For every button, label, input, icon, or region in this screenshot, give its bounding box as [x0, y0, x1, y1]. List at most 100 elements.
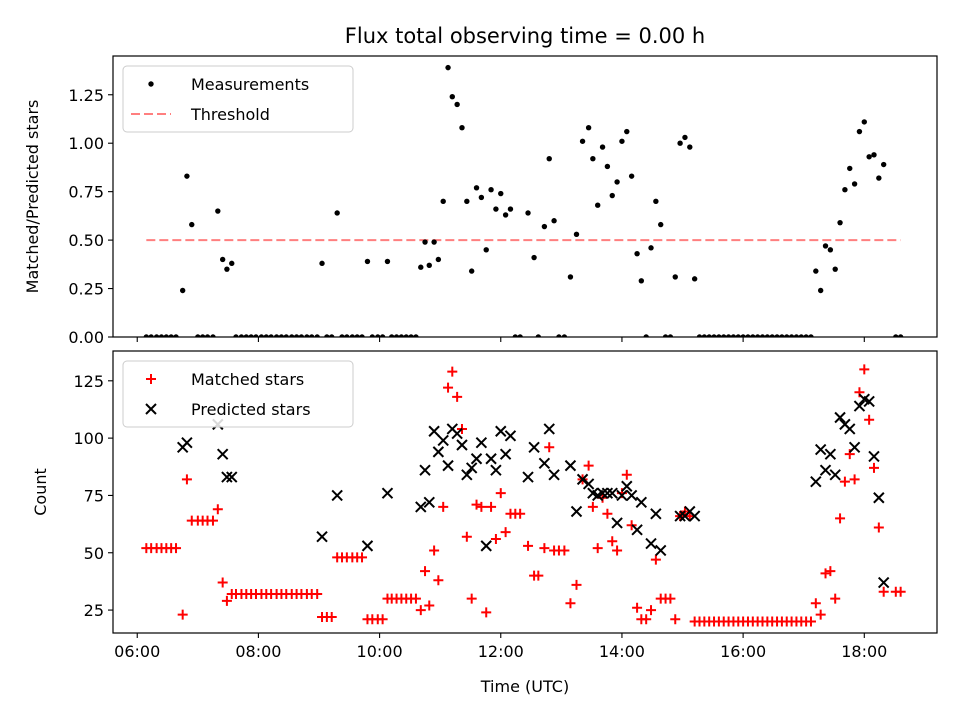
matched-star-point: [481, 607, 492, 618]
measurement-point: [696, 334, 703, 337]
measurement-point: [893, 334, 899, 337]
predicted-star-point: [616, 489, 628, 502]
predicted-star-point: [316, 530, 328, 543]
measurement-point: [359, 334, 365, 337]
measurement-point: [628, 173, 635, 179]
measurement-point: [278, 334, 285, 337]
matched-star-point: [859, 364, 870, 375]
predicted-star-point: [621, 480, 633, 492]
measurement-point: [483, 247, 489, 253]
measurement-point: [851, 181, 858, 187]
predicted-star-point: [814, 443, 827, 456]
matched-star-point: [665, 593, 676, 604]
predicted-star-point: [522, 471, 534, 483]
predicted-star-point: [674, 510, 686, 522]
measurement-point: [638, 278, 645, 284]
measurement-point: [556, 334, 562, 337]
measurement-point: [283, 334, 289, 337]
matched-star-point: [878, 586, 889, 597]
matched-star-point: [410, 593, 421, 604]
measurement-point: [822, 243, 829, 249]
measurement-point: [418, 264, 424, 270]
matched-star-point: [632, 602, 643, 613]
measurement-point: [784, 334, 790, 337]
measurement-point: [856, 128, 863, 135]
predicted-star-point: [645, 537, 657, 550]
measurement-point: [204, 334, 211, 337]
bottom-panel-counts: 06:00 08:00 10:00 12:00 14:00 16:00 18:00 25 50 7…: [31, 350, 938, 696]
measurement-point: [740, 334, 746, 337]
measurement-point: [876, 175, 882, 181]
matched-star-point: [559, 545, 570, 556]
matched-star-point: [539, 543, 550, 554]
x-tick-label: 08:00: [235, 642, 281, 661]
predicted-star-point: [606, 487, 618, 499]
matched-star-point: [476, 501, 487, 512]
x-tick-label: 10:00: [357, 642, 403, 661]
y-tick-label: 25: [84, 601, 104, 620]
measurement-point: [478, 194, 485, 201]
measurement-point: [541, 223, 548, 230]
matched-star-point: [515, 508, 526, 519]
measurement-point: [832, 266, 838, 272]
measurement-point: [268, 334, 274, 337]
y-tick-label: 125: [73, 372, 104, 391]
y-tick-label: 100: [73, 429, 104, 448]
measurement-point: [459, 125, 465, 131]
measurement-point: [614, 179, 620, 185]
measurement-point: [643, 334, 649, 337]
measurement-point: [573, 231, 580, 237]
matched-star-point: [839, 476, 850, 487]
predicted-star-point: [810, 475, 822, 488]
measurement-point: [464, 198, 470, 205]
predicted-star-point: [528, 441, 540, 454]
matched-star-point: [612, 545, 623, 556]
measurement-point: [393, 334, 400, 337]
predicted-star-point: [564, 459, 577, 472]
predicted-star-point: [465, 462, 478, 474]
measurement-point: [779, 334, 785, 337]
measurement-point: [243, 334, 249, 337]
measurement-point: [512, 334, 519, 337]
measurement-point: [184, 173, 190, 179]
predicted-star-point: [655, 544, 667, 557]
matched-star-point: [641, 614, 652, 625]
measurement-point: [215, 208, 221, 214]
measurement-point: [195, 334, 201, 337]
measurement-point: [153, 334, 160, 337]
predicted-star-point: [877, 576, 890, 589]
measurement-point: [701, 334, 708, 337]
measurement-point: [258, 334, 265, 337]
predicted-star-point: [824, 448, 837, 460]
measurement-point: [648, 245, 654, 251]
matched-star-point: [646, 605, 657, 616]
measurement-point: [658, 221, 664, 228]
matched-star-point: [583, 460, 594, 471]
measurement-point: [403, 334, 409, 337]
measurement-point: [535, 334, 542, 337]
matched-star-point: [217, 577, 228, 588]
matched-star-point: [500, 527, 511, 538]
measurement-point: [750, 334, 756, 337]
measurement-point: [716, 334, 722, 337]
measurement-point: [163, 334, 170, 337]
measurement-point: [158, 334, 165, 337]
predicted-star-point: [221, 471, 233, 483]
measurement-point: [493, 206, 499, 212]
measurement-point: [507, 206, 514, 212]
predicted-star-point: [548, 469, 560, 481]
measurement-point: [473, 185, 480, 191]
predicted-star-point: [576, 473, 589, 486]
legend-label: Threshold: [190, 105, 270, 124]
predicted-star-point: [423, 496, 435, 509]
measurement-point: [314, 334, 320, 337]
measurement-point: [774, 334, 780, 337]
matched-star-point: [429, 545, 440, 556]
legend: Measurements Threshold: [122, 65, 354, 133]
predicted-star-point: [570, 505, 583, 518]
measurement-point: [189, 221, 195, 228]
predicted-star-point: [834, 411, 846, 424]
y-axis-label: Matched/Predicted stars: [23, 100, 42, 294]
measurement-point: [682, 134, 688, 141]
predicted-star-point: [216, 448, 229, 460]
